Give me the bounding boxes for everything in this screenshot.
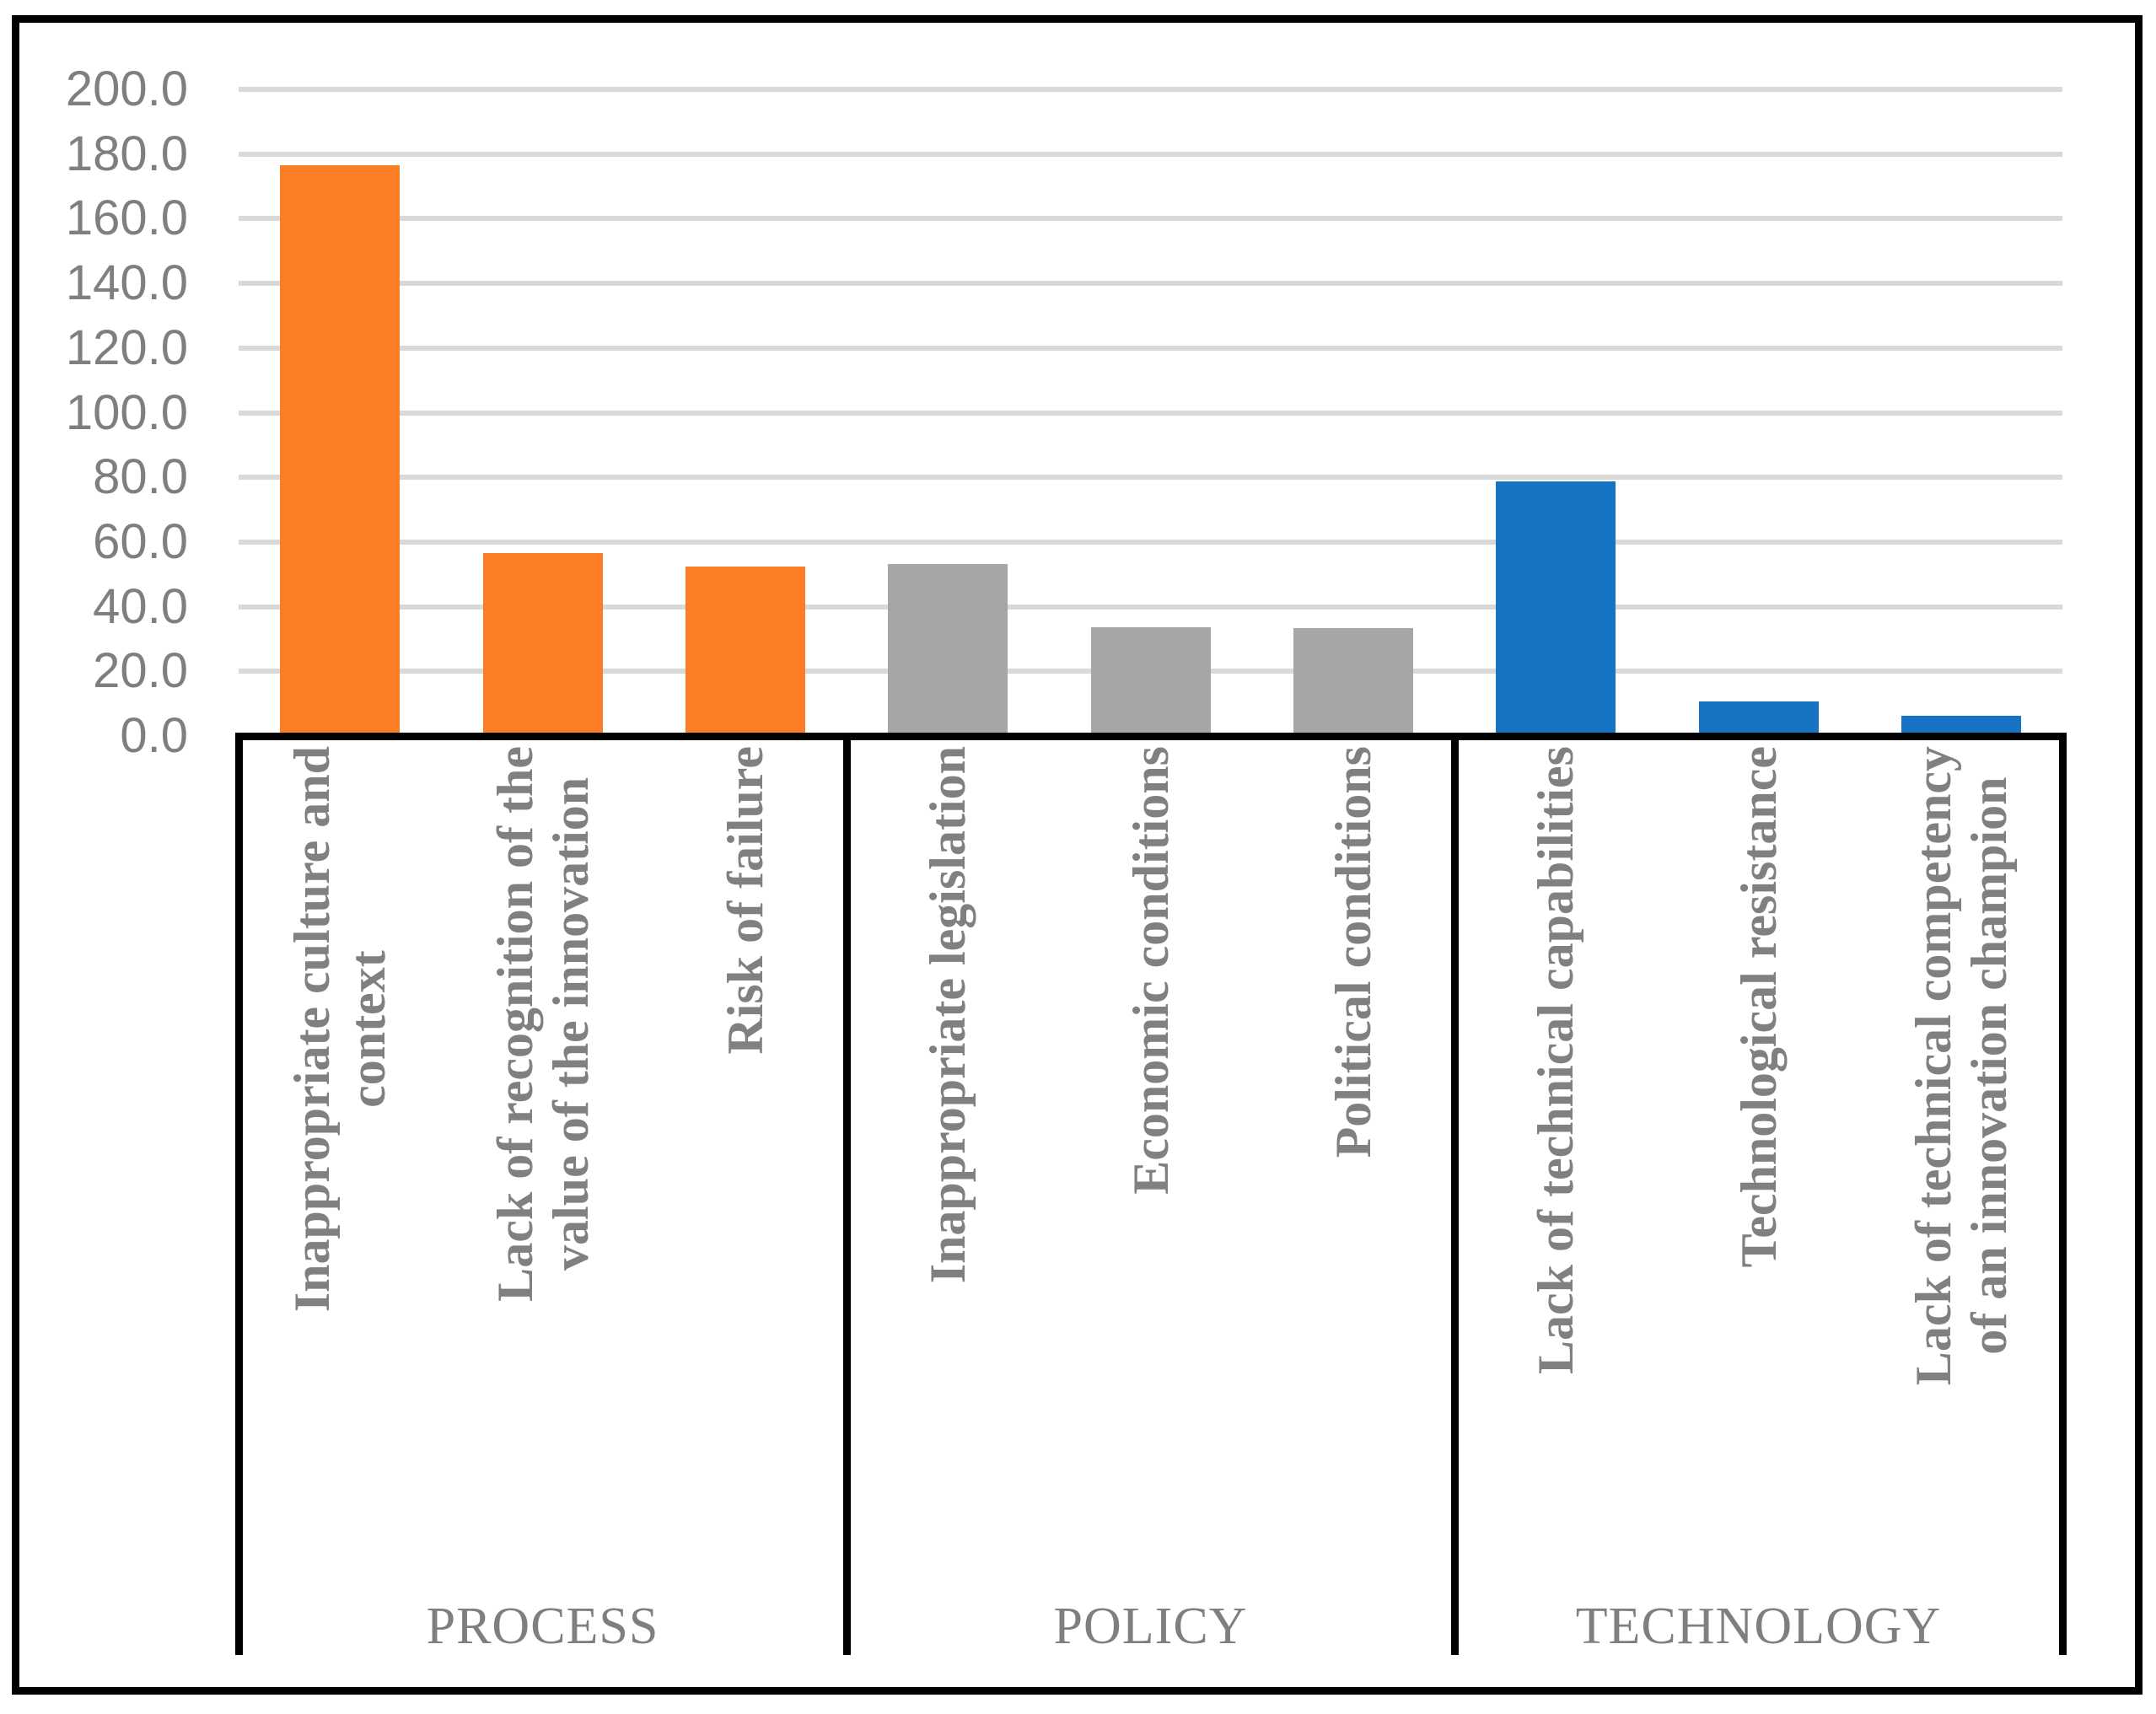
- category-label-text: Technological resistance: [1730, 746, 1787, 1268]
- gridline-40: [239, 604, 2062, 610]
- y-axis-tick-label-120.0: 120.0: [65, 320, 188, 375]
- category-group-divider-1: [842, 733, 851, 1655]
- y-axis-tick-label-60.0: 60.0: [93, 513, 188, 569]
- y-axis-tick-label-200.0: 200.0: [65, 62, 188, 116]
- bar-lack-of-recognition-of-the-value-of-the-: [482, 552, 603, 736]
- category-label-technological-resistance: Technological resistance: [1696, 746, 1822, 1572]
- category-group-divider-3: [2058, 733, 2067, 1655]
- bar-political-conditions: [1293, 627, 1413, 736]
- category-label-text: Economic conditions: [1122, 746, 1179, 1195]
- y-axis-tick-label-80.0: 80.0: [93, 449, 188, 505]
- category-label-text: Lack of recognition of the value of the …: [487, 746, 599, 1302]
- gridline-200: [239, 87, 2062, 92]
- category-label-text: Inappropriate legislation: [920, 746, 976, 1284]
- bar-lack-of-technical-competency-of-an-innov: [1901, 715, 2021, 736]
- bar-technological-resistance: [1698, 701, 1819, 736]
- gridline-120: [239, 345, 2062, 351]
- y-axis-tick-label-40.0: 40.0: [93, 578, 188, 634]
- group-label-technology: TECHNOLOGY: [1575, 1598, 1942, 1655]
- bar-lack-of-technical-capabilities: [1496, 481, 1616, 736]
- category-label-text: Inappropriate culture and context: [284, 746, 396, 1313]
- category-label-text: Lack of technical competency of an innov…: [1905, 746, 2017, 1386]
- category-label-lack-of-technical-competency-of-an-innov: Lack of technical competency of an innov…: [1898, 746, 2024, 1572]
- gridline-100: [239, 410, 2062, 416]
- gridline-140: [239, 281, 2062, 287]
- gridline-60: [239, 539, 2062, 545]
- y-axis-tick-label-20.0: 20.0: [93, 643, 188, 699]
- gridline-160: [239, 216, 2062, 222]
- bar-economic-conditions: [1090, 627, 1211, 736]
- category-label-lack-of-technical-capabilities: Lack of technical capabilities: [1492, 746, 1619, 1572]
- gridline-80: [239, 475, 2062, 481]
- category-label-inappropriate-legislation: Inappropriate legislation: [884, 746, 1011, 1572]
- bar-inappropriate-legislation: [888, 563, 1008, 736]
- category-group-divider-2: [1450, 733, 1459, 1655]
- category-label-risk-of-failure: Risk of failure: [682, 746, 809, 1572]
- category-label-economic-conditions: Economic conditions: [1088, 746, 1214, 1572]
- bar-risk-of-failure: [685, 567, 805, 736]
- category-label-inappropriate-culture-and-context: Inappropriate culture and context: [277, 746, 403, 1572]
- category-label-political-conditions: Political conditions: [1290, 746, 1417, 1572]
- y-axis-tick-label-140.0: 140.0: [65, 255, 188, 311]
- group-label-process: PROCESS: [426, 1598, 659, 1655]
- y-axis-tick-label-100.0: 100.0: [65, 384, 188, 440]
- y-axis-tick-label-0.0: 0.0: [120, 708, 188, 763]
- bar-inappropriate-culture-and-context: [280, 164, 401, 736]
- category-label-text: Political conditions: [1325, 746, 1381, 1158]
- category-group-divider-0: [234, 733, 243, 1655]
- category-label-lack-of-recognition-of-the-value-of-the-: Lack of recognition of the value of the …: [480, 746, 606, 1572]
- x-axis-line: [235, 733, 2066, 740]
- category-label-text: Lack of technical capabilities: [1528, 746, 1584, 1374]
- y-axis-tick-label-160.0: 160.0: [65, 191, 188, 246]
- y-axis-tick-label-180.0: 180.0: [65, 126, 188, 181]
- category-label-text: Risk of failure: [717, 746, 773, 1055]
- gridline-180: [239, 151, 2062, 157]
- group-label-policy: POLICY: [1053, 1598, 1248, 1655]
